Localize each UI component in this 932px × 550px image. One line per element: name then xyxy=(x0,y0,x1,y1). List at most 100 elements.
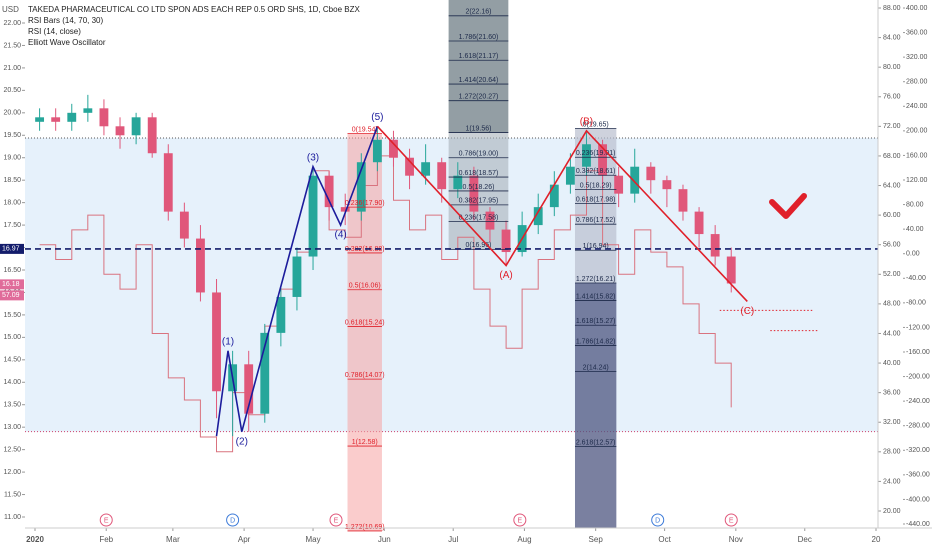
y2-tick-label: -200.00 xyxy=(906,373,930,380)
y2-tick-label: 200.00 xyxy=(906,128,928,135)
candle-body xyxy=(147,117,157,154)
y-tick-label: 14.00 xyxy=(3,379,21,386)
candle-body xyxy=(67,112,77,122)
candle-body xyxy=(356,162,366,212)
y-tick-label: 20.00 xyxy=(3,110,21,117)
y2-tick-label: 280.00 xyxy=(906,79,928,86)
fib-label: 0.382(16.88) xyxy=(345,246,385,253)
wave-label: (4) xyxy=(334,230,346,241)
y2-tick-label: -240.00 xyxy=(906,398,930,405)
candle-body xyxy=(453,175,463,190)
candle-body xyxy=(99,108,109,127)
candle-body xyxy=(662,180,672,190)
y1-tick-label: 68.00 xyxy=(883,153,901,160)
wave-label: (2) xyxy=(236,436,248,447)
y-tick-label: 18.50 xyxy=(3,177,21,184)
y2-tick-label: 400.00 xyxy=(906,5,928,12)
candle-body xyxy=(694,211,704,235)
x-tick-label: Feb xyxy=(99,535,113,544)
y2-tick-label: 240.00 xyxy=(906,103,928,110)
y-tick-label: 13.00 xyxy=(3,424,21,431)
fib-label: 2.618(12.57) xyxy=(576,439,616,446)
x-tick-label: Aug xyxy=(517,535,531,544)
candle-body xyxy=(51,117,61,122)
y-tick-label: 19.50 xyxy=(3,132,21,139)
fib-label: 1.272(20.27) xyxy=(459,94,499,101)
y-tick-label: 21.50 xyxy=(3,42,21,49)
fib-label: 0.5(18.29) xyxy=(580,182,612,189)
rsi-tag xyxy=(0,290,24,301)
candle-body xyxy=(389,139,398,158)
candle-body xyxy=(726,256,736,284)
candle-body xyxy=(421,162,431,176)
fib-label: 0(19.65) xyxy=(583,121,609,128)
fib-label: 0.236(17.90) xyxy=(345,200,385,207)
y2-tick-label: -400.00 xyxy=(906,496,930,503)
wave-label: (1) xyxy=(222,336,234,347)
fib-label: 0.618(15.24) xyxy=(345,319,385,326)
y-tick-label: 21.00 xyxy=(3,65,21,72)
fib-label: 0.236(17.58) xyxy=(459,214,499,221)
candle-body xyxy=(83,108,93,113)
event-label: E xyxy=(729,517,734,524)
x-tick-label: Apr xyxy=(238,535,251,544)
y-tick-label: 13.50 xyxy=(3,402,21,409)
candle-body xyxy=(340,207,350,212)
x-tick-label: Mar xyxy=(166,535,180,544)
candle-body xyxy=(533,207,543,226)
fib-label: 0(16.96) xyxy=(465,242,491,249)
candle-body xyxy=(678,189,688,212)
fib-box xyxy=(574,283,617,528)
candle-body xyxy=(598,144,607,176)
candle-body xyxy=(212,292,221,392)
check-icon xyxy=(769,193,807,219)
x-tick-label: May xyxy=(305,535,320,544)
fib-label: 2(22.16) xyxy=(465,9,491,16)
candle-body xyxy=(437,162,447,190)
candle-body xyxy=(565,166,575,185)
price-tag xyxy=(0,243,24,254)
x-tick-label: Oct xyxy=(658,535,671,544)
candle-body xyxy=(485,211,495,230)
event-marker xyxy=(651,513,665,527)
y1-tick-label: 20.00 xyxy=(883,508,901,515)
fib-label: 1.272(16.21) xyxy=(576,276,616,283)
y1-tick-label: 60.00 xyxy=(883,212,901,219)
fib-label: 0.382(17.95) xyxy=(459,198,499,205)
event-label: D xyxy=(655,517,660,524)
candle-body xyxy=(614,175,624,194)
fib-label: 1.272(10.69) xyxy=(345,524,385,531)
fib-label: 0.5(16.06) xyxy=(349,283,381,290)
y2-tick-label: -40.00 xyxy=(906,275,926,282)
y-tick-label: 14.50 xyxy=(3,357,21,364)
candle-body xyxy=(549,184,559,208)
wave-line xyxy=(215,126,379,437)
y1-tick-label: 36.00 xyxy=(883,389,901,396)
event-marker xyxy=(724,513,738,527)
y2-tick-label: 0.00 xyxy=(906,251,920,258)
annotation-layer: 0(19.54) 0.236(17.90) 0.382(16.88) 0.5(16.0… xyxy=(0,9,878,532)
fib-label: 0.786(14.07) xyxy=(345,372,385,379)
y1-tick-label: 32.00 xyxy=(883,419,901,426)
fib-label: 1(16.94) xyxy=(583,243,609,250)
wave-label: (B) xyxy=(580,116,593,127)
y-tick-label: 15.50 xyxy=(3,312,21,319)
y1-tick-label: 56.00 xyxy=(883,242,901,249)
fib-label: 0.618(17.98) xyxy=(576,196,616,203)
price-tag-label: 16.18 xyxy=(2,281,20,288)
wave-label: (C) xyxy=(740,306,754,317)
y-tick-label: 12.50 xyxy=(3,446,21,453)
fib-label: 1.786(14.82) xyxy=(576,338,616,345)
fib-label: 0.382(18.61) xyxy=(576,168,616,175)
fib-label: 0.236(19.01) xyxy=(576,150,616,157)
candle-body xyxy=(646,166,656,181)
price-tag-label: 16.97 xyxy=(2,246,20,253)
y2-tick-label: 360.00 xyxy=(906,29,928,36)
wave-label: (3) xyxy=(307,152,319,163)
candle-body xyxy=(324,175,334,208)
y2-tick-label: -440.00 xyxy=(906,521,930,528)
fib-label: 0.5(18.26) xyxy=(463,184,495,191)
y2-tick-label: 120.00 xyxy=(906,177,928,184)
candle-body xyxy=(710,234,720,257)
